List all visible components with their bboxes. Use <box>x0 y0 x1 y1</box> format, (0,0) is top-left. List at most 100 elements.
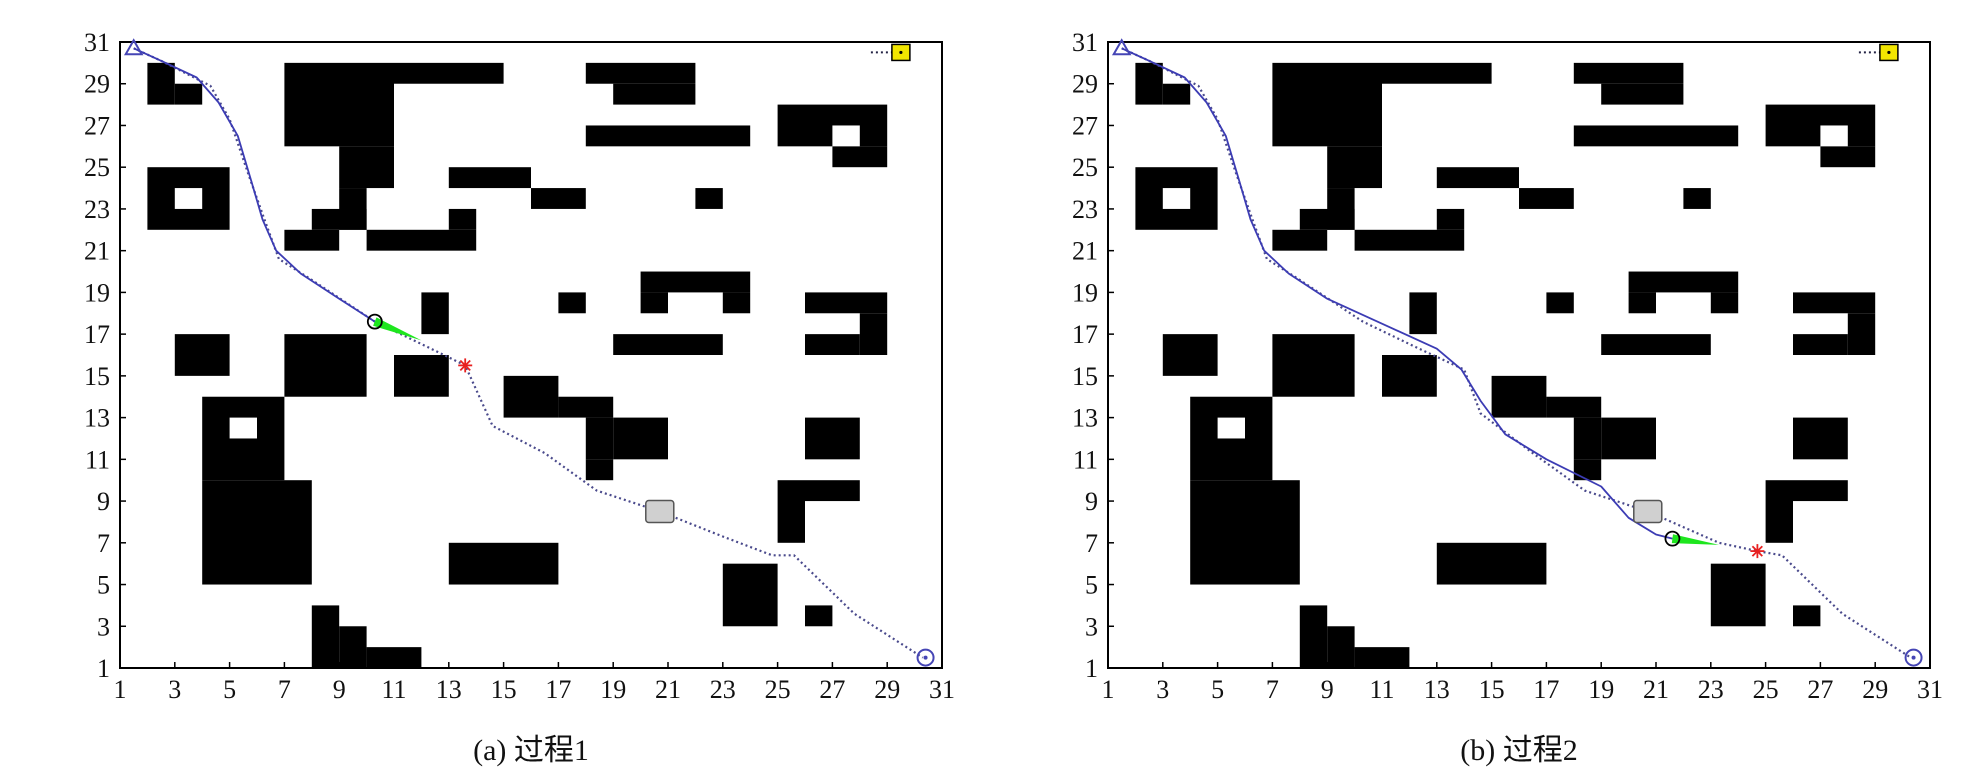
goal-center-dot <box>923 655 928 660</box>
obstacle-block <box>1272 334 1355 397</box>
x-tick-label: 15 <box>491 675 517 704</box>
obstacle-block <box>448 167 531 189</box>
subgoal-marker <box>1750 544 1765 559</box>
obstacle-hole <box>229 417 257 439</box>
x-tick-label: 19 <box>600 675 626 704</box>
obstacle-block <box>640 292 668 314</box>
obstacle-block <box>1382 355 1437 397</box>
x-tick-label: 31 <box>929 675 955 704</box>
obstacle-block <box>531 188 586 209</box>
obstacle-block <box>585 417 614 460</box>
obstacle-block <box>503 375 559 418</box>
obstacle-block <box>1793 605 1821 627</box>
obstacle-block <box>1793 417 1848 460</box>
panel-b: 1 3 5 7 9 11 13 15 17 19 21 23 25 27 29 31 135791113151… <box>1072 28 1943 767</box>
subgoal-ray <box>1751 545 1763 557</box>
obstacle-block <box>1683 188 1711 209</box>
planned-path <box>1121 47 1912 659</box>
goal-marker <box>916 648 935 667</box>
y-tick-label: 9 <box>97 487 110 516</box>
obstacle-block <box>640 271 751 293</box>
obstacle-block <box>339 188 367 230</box>
obstacle-block <box>1601 334 1711 355</box>
subgoal-ray <box>459 359 471 372</box>
x-tick-label: 21 <box>1643 675 1669 704</box>
obstacle-block <box>1162 83 1191 105</box>
static-obstacles <box>147 62 888 668</box>
y-tick-label: 13 <box>84 404 110 433</box>
x-tick-label: 31 <box>1917 675 1943 704</box>
markers <box>123 38 935 667</box>
obstacle-block <box>1382 62 1492 84</box>
y-tick-label: 7 <box>97 529 110 558</box>
obstacle-block <box>174 83 203 105</box>
planned-path <box>133 47 924 659</box>
y-tick-label: 15 <box>1072 362 1098 391</box>
obstacle-block <box>1354 647 1410 668</box>
obstacle-block <box>1847 313 1876 355</box>
markers <box>1111 38 1923 667</box>
obstacle-block <box>1272 62 1382 147</box>
y-tick-label: 15 <box>84 362 110 391</box>
x-tick-label: 17 <box>545 675 571 704</box>
y-tick-label: 7 <box>1085 529 1098 558</box>
obstacle-block <box>1793 480 1848 502</box>
goal-marker <box>1904 648 1923 667</box>
y-tick-label: 3 <box>97 612 110 641</box>
obstacle-block <box>805 292 888 314</box>
obstacle-block <box>805 480 860 502</box>
exit-center-dot <box>1887 50 1891 55</box>
robot-heading-indicator <box>1671 534 1719 545</box>
obstacle-block <box>613 417 668 460</box>
obstacle-block <box>1409 292 1437 335</box>
obstacle-block <box>1436 542 1547 585</box>
y-tick-label: 1 <box>1085 654 1098 683</box>
obstacle-block <box>832 146 888 168</box>
obstacle-block <box>1820 146 1876 168</box>
x-tick-label: 13 <box>436 675 462 704</box>
x-tick-label: 9 <box>333 675 346 704</box>
y-tick-label: 13 <box>1072 404 1098 433</box>
x-tick-label: 25 <box>1753 675 1779 704</box>
obstacle-block <box>1793 292 1876 314</box>
obstacle-block <box>585 62 696 84</box>
obstacle-block <box>1573 459 1602 481</box>
y-tick-label: 29 <box>84 70 110 99</box>
x-tick-label: 29 <box>874 675 900 704</box>
y-tick-label: 1 <box>97 654 110 683</box>
obstacle-block <box>284 229 340 251</box>
subgoal-marker <box>458 358 473 373</box>
robot-marker <box>366 313 383 330</box>
obstacle-block <box>1354 229 1465 251</box>
obstacle-block <box>311 605 340 668</box>
robot-marker <box>1664 530 1681 547</box>
start-marker <box>123 38 144 56</box>
panel-a-caption: (a) 过程1 <box>473 734 589 767</box>
x-tick-label: 15 <box>1479 675 1505 704</box>
obstacle-block <box>1710 292 1739 314</box>
y-tick-label: 27 <box>84 111 110 140</box>
robot-heading-indicator <box>373 317 422 341</box>
x-tick-label: 11 <box>381 675 406 704</box>
obstacle-block <box>558 292 586 314</box>
obstacle-block <box>448 542 559 585</box>
x-axis-ticks: 1 3 5 7 9 11 13 15 17 19 21 23 25 27 29 31 <box>114 662 955 704</box>
panel-b-caption: (b) 过程2 <box>1460 734 1577 767</box>
obstacle-block <box>777 104 888 147</box>
x-axis-ticks: 1 3 5 7 9 11 13 15 17 19 21 23 25 27 29 31 <box>1102 662 1943 704</box>
obstacle-block <box>1190 480 1300 585</box>
obstacle-block <box>339 626 367 668</box>
x-tick-label: 23 <box>710 675 736 704</box>
y-tick-label: 11 <box>1073 445 1098 474</box>
x-tick-label: 3 <box>168 675 181 704</box>
obstacle-block <box>585 459 614 481</box>
obstacle-block <box>1628 292 1656 314</box>
exit-center-dot <box>899 50 903 55</box>
obstacle-block <box>1436 167 1519 189</box>
x-tick-label: 19 <box>1588 675 1614 704</box>
x-tick-label: 1 <box>1102 675 1115 704</box>
y-tick-label: 31 <box>84 28 110 57</box>
x-tick-label: 1 <box>114 675 127 704</box>
